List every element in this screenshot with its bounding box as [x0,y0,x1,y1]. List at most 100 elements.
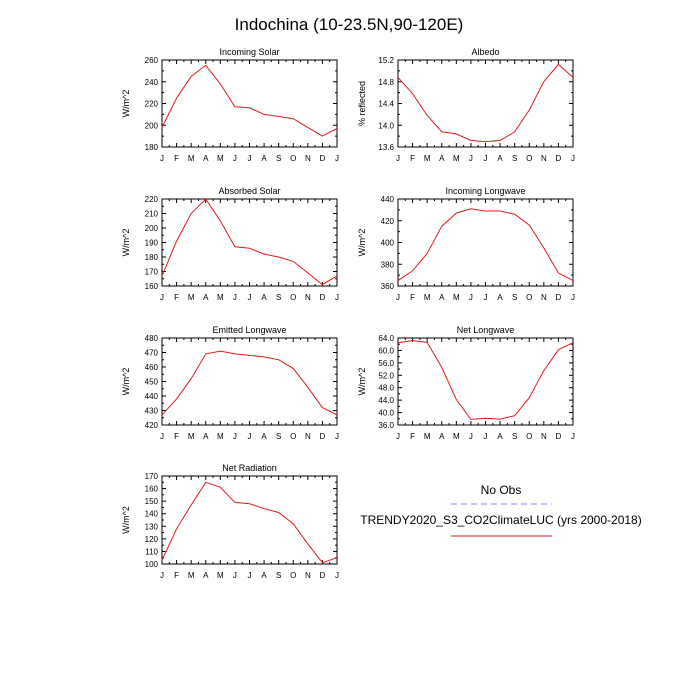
incoming-solar-xtick-label: O [290,154,296,163]
albedo-ytick-label: 15.2 [378,56,394,65]
net-longwave-ytick-label: 48.0 [378,384,394,393]
emitted-longwave-ytick-label: 470 [145,349,159,358]
emitted-longwave-xtick-label: J [233,432,237,441]
incoming-solar-xtick-label: J [160,154,164,163]
net-radiation-ytick-label: 170 [145,472,159,481]
emitted-longwave-xtick-label: D [320,432,326,441]
absorbed-solar-ytick-label: 200 [145,224,159,233]
emitted-longwave-xtick-label: O [290,432,296,441]
incoming-longwave-title: Incoming Longwave [445,186,525,196]
absorbed-solar-xtick-label: M [188,293,195,302]
incoming-longwave-xtick-label: A [497,293,503,302]
net-radiation-series-line [161,481,338,564]
absorbed-solar-ytick-label: 160 [145,282,159,291]
incoming-solar-xtick-label: M [217,154,224,163]
incoming-longwave-xtick-label: D [556,293,562,302]
incoming-longwave-series-line [397,208,574,282]
albedo-xtick-label: O [526,154,532,163]
albedo-ytick-label: 14.4 [378,100,394,109]
incoming-solar-xtick-label: A [203,154,209,163]
albedo-xtick-label: J [396,154,400,163]
albedo-xtick-label: J [484,154,488,163]
incoming-solar-xtick-label: J [335,154,339,163]
emitted-longwave-ytick-label: 420 [145,421,159,430]
absorbed-solar-title: Absorbed Solar [218,186,280,196]
incoming-solar-ytick-label: 260 [145,56,159,65]
incoming-longwave-ytick-label: 380 [381,260,395,269]
net-longwave-xtick-label: A [439,432,445,441]
net-radiation-xtick-label: F [174,571,179,580]
incoming-solar-ytick-label: 220 [145,100,159,109]
net-longwave-series-line [397,339,574,420]
incoming-longwave-plot-frame [397,198,574,287]
absorbed-solar-xtick-label: A [203,293,209,302]
net-longwave-xtick-label: N [541,432,547,441]
absorbed-solar-xtick-label: O [290,293,296,302]
net-radiation-xtick-label: A [203,571,209,580]
net-longwave-xtick-label: S [512,432,517,441]
albedo-xtick-label: M [424,154,431,163]
net-longwave-xtick-label: J [469,432,473,441]
incoming-solar-xtick-label: S [276,154,281,163]
net-longwave-ytick-label: 56.0 [378,359,394,368]
emitted-longwave-ylabel: W/m^2 [121,368,131,396]
net-radiation-title: Net Radiation [222,463,277,473]
net-radiation-xtick-label: O [290,571,296,580]
legend-label-no-obs: No Obs [481,483,522,497]
incoming-longwave-xtick-label: J [484,293,488,302]
albedo-xtick-label: M [453,154,460,163]
incoming-solar-xtick-label: M [188,154,195,163]
incoming-longwave-ylabel: W/m^2 [357,229,367,257]
albedo-xtick-label: N [541,154,547,163]
legend: No Obs TRENDY2020_S3_CO2ClimateLUC (yrs … [360,483,642,537]
incoming-solar-xtick-label: N [305,154,311,163]
absorbed-solar-xtick-label: N [305,293,311,302]
incoming-solar-plot-frame [161,59,338,148]
absorbed-solar-xtick-label: J [160,293,164,302]
net-radiation-xtick-label: J [160,571,164,580]
absorbed-solar-xtick-label: J [335,293,339,302]
incoming-longwave-ytick-label: 440 [381,195,395,204]
net-longwave-ytick-label: 44.0 [378,396,394,405]
incoming-longwave-xtick-label: A [439,293,445,302]
absorbed-solar-ytick-label: 190 [145,239,159,248]
net-longwave-ytick-label: 40.0 [378,409,394,418]
net-longwave-ytick-label: 36.0 [378,421,394,430]
incoming-longwave-xtick-label: N [541,293,547,302]
absorbed-solar-ytick-label: 210 [145,210,159,219]
net-radiation-xtick-label: J [233,571,237,580]
absorbed-solar-ytick-label: 170 [145,268,159,277]
emitted-longwave-plot-frame [161,337,338,426]
net-radiation-ytick-label: 100 [145,560,159,569]
absorbed-solar-ytick-label: 220 [145,195,159,204]
incoming-longwave-ytick-label: 400 [381,239,395,248]
emitted-longwave-xtick-label: M [217,432,224,441]
emitted-longwave-xtick-label: N [305,432,311,441]
absorbed-solar-xtick-label: M [217,293,224,302]
absorbed-solar-xtick-label: J [248,293,252,302]
net-longwave-ytick-label: 60.0 [378,346,394,355]
absorbed-solar-series-line [161,198,338,286]
emitted-longwave-ytick-label: 450 [145,378,159,387]
albedo-xtick-label: J [469,154,473,163]
emitted-longwave-ytick-label: 440 [145,392,159,401]
incoming-longwave-xtick-label: O [526,293,532,302]
net-radiation-ytick-label: 150 [145,497,159,506]
incoming-solar-xtick-label: A [261,154,267,163]
net-longwave-xtick-label: J [396,432,400,441]
incoming-longwave-xtick-label: M [424,293,431,302]
incoming-solar-xtick-label: J [233,154,237,163]
absorbed-solar-xtick-label: J [233,293,237,302]
absorbed-solar-ylabel: W/m^2 [121,229,131,257]
emitted-longwave-ytick-label: 480 [145,334,159,343]
incoming-solar-title: Incoming Solar [219,47,279,57]
net-radiation-plot-frame [161,475,338,565]
absorbed-solar-xtick-label: F [174,293,179,302]
